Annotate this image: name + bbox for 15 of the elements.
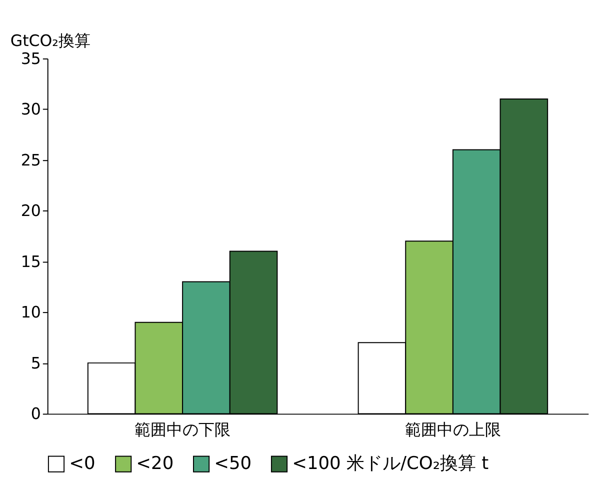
y-tick-label: 30 <box>20 100 41 119</box>
y-tick-label: 5 <box>30 353 41 372</box>
y-tick-label: 20 <box>20 201 41 220</box>
y-tick-label: 25 <box>20 150 41 170</box>
x-tick-label: 範囲中の上限 <box>404 420 501 439</box>
y-axis-title: GtCO₂換算 <box>10 31 90 50</box>
y-tick-label: 35 <box>20 48 41 68</box>
y-tick-label: 15 <box>20 252 41 271</box>
x-tick-label: 範囲中の下限 <box>134 420 231 439</box>
legend-label: <100 米ドル/CO₂換算 t <box>292 454 489 474</box>
y-tick-label: 0 <box>30 404 41 424</box>
legend-label: <0 <box>69 454 96 474</box>
y-tick-label: 10 <box>20 302 41 322</box>
legend-label: <50 <box>214 454 252 474</box>
legend-label: <20 <box>136 454 174 474</box>
